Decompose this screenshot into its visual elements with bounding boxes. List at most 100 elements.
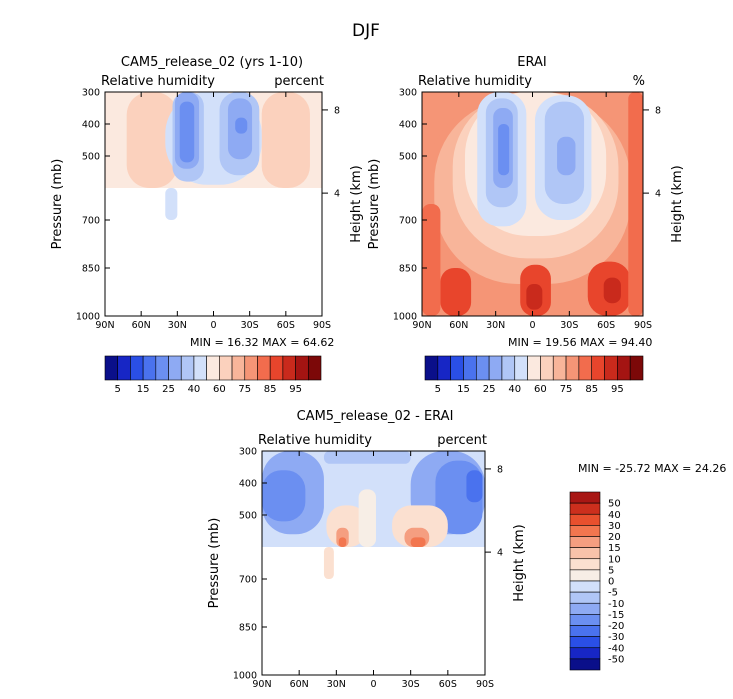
contour-region (628, 92, 643, 316)
x-tick-label: 0 (210, 320, 216, 331)
y-tick-label: 700 (239, 575, 257, 586)
y-tick-label: 400 (82, 120, 100, 131)
colorbar-label: 10 (608, 554, 621, 565)
contour-region (165, 188, 178, 220)
x-tick-label: 90S (634, 320, 652, 331)
height-tick-label: 4 (655, 189, 661, 200)
y-tick-label: 500 (399, 152, 417, 163)
x-tick-label: 60N (132, 320, 151, 331)
x-tick-label: 60N (449, 320, 468, 331)
units-label: percent (437, 433, 487, 448)
x-tick-label: 90N (95, 320, 114, 331)
variable-label: Relative humidity (101, 74, 215, 89)
panel-cam5: CAM5_release_02 (yrs 1-10) Relative humid… (50, 55, 364, 395)
units-label: % (633, 74, 645, 89)
colorbar-label: 40 (188, 384, 201, 395)
colorbar-label: 0 (608, 577, 614, 588)
colorbar-swatch (578, 355, 593, 381)
colorbar-swatch (437, 355, 451, 381)
y-tick-label: 1000 (233, 671, 257, 682)
variable-label: Relative humidity (258, 433, 372, 448)
x-tick-label: 30N (168, 320, 187, 331)
colorbar-swatch (282, 355, 296, 381)
y-tick-label: 300 (82, 88, 100, 99)
colorbar-label: -30 (608, 632, 624, 643)
colorbar-swatch (244, 355, 258, 381)
stats-readout: MIN = 16.32 MAX = 64.62 (190, 336, 334, 349)
y-tick-label: 700 (82, 216, 100, 227)
colorbar-label: -20 (608, 621, 624, 632)
y-axis-title: Pressure (mb) (367, 159, 382, 250)
panel-title: ERAI (517, 55, 546, 70)
y-tick-label: 850 (399, 264, 417, 275)
stats-readout: MIN = -25.72 MAX = 24.26 (578, 462, 726, 475)
contour-region (557, 136, 576, 176)
y-axis-right-title: Height (km) (670, 165, 685, 242)
colorbar-label: -15 (608, 610, 624, 621)
colorbar: 5 15 25 40 60 75 85 95 (104, 355, 322, 395)
colorbar-swatch (463, 355, 477, 381)
contour-region (526, 284, 543, 310)
colorbar-swatch (130, 355, 144, 381)
x-tick-label: 0 (529, 320, 535, 331)
colorbar-label: 75 (238, 384, 251, 395)
colorbar-swatch (488, 355, 503, 381)
colorbar-swatch (104, 355, 119, 381)
height-tick-label: 8 (497, 464, 503, 475)
colorbar-swatch (569, 558, 601, 571)
y-tick-label: 500 (239, 511, 257, 522)
colorbar-swatch (193, 355, 207, 381)
contour-region (422, 204, 441, 316)
colorbar-swatch (569, 602, 601, 615)
panel-diff: CAM5_release_02 - ERAI Relative humidity p… (207, 409, 726, 690)
contour-region (262, 470, 306, 522)
y-tick-label: 400 (239, 479, 257, 490)
colorbar-swatch (569, 536, 601, 548)
colorbar-label: 60 (213, 384, 226, 395)
y-tick-label: 300 (239, 447, 257, 458)
contour-region (179, 101, 195, 163)
colorbar-swatch (591, 355, 605, 381)
colorbar-swatch (629, 355, 644, 381)
height-tick-label: 4 (497, 548, 503, 559)
x-tick-label: 0 (370, 679, 376, 690)
colorbar-label: 5 (115, 384, 121, 395)
colorbar-swatch (540, 355, 554, 381)
y-tick-label: 850 (239, 623, 257, 634)
colorbar-label: -50 (608, 654, 624, 665)
colorbar-label: 95 (611, 384, 624, 395)
colorbar-label: 5 (435, 384, 441, 395)
stats-readout: MIN = 19.56 MAX = 94.40 (508, 336, 652, 349)
contour-region (338, 537, 347, 547)
colorbar-label: 25 (162, 384, 175, 395)
colorbar-swatch (142, 355, 157, 381)
contour-region (358, 489, 376, 547)
data-field (105, 92, 322, 220)
height-tick-label: 4 (334, 189, 340, 200)
colorbar-swatch (569, 591, 601, 604)
panel-title: CAM5_release_02 (yrs 1-10) (121, 55, 303, 70)
y-tick-label: 1000 (393, 312, 417, 323)
data-field (422, 92, 643, 316)
data-field (262, 451, 485, 579)
colorbar-label: 40 (608, 510, 621, 521)
colorbar-label: -40 (608, 643, 624, 654)
x-tick-label: 30N (327, 679, 346, 690)
contour-region (323, 451, 411, 464)
contour-region (498, 124, 510, 176)
x-tick-label: 90S (313, 320, 331, 331)
colorbar-swatch (565, 355, 580, 381)
contour-region (466, 470, 483, 503)
units-label: percent (274, 74, 324, 89)
colorbar-label: 40 (508, 384, 521, 395)
colorbar-label: 95 (289, 384, 302, 395)
colorbar-label: -10 (608, 599, 624, 610)
y-tick-label: 500 (82, 152, 100, 163)
colorbar-swatch (569, 614, 601, 626)
colorbar: 5 15 25 40 60 75 85 95 (424, 355, 644, 395)
contour-region (323, 547, 334, 579)
colorbar-swatch (569, 569, 601, 582)
x-tick-label: 60N (290, 679, 309, 690)
colorbar-swatch (569, 502, 601, 515)
colorbar-swatch (307, 355, 322, 381)
